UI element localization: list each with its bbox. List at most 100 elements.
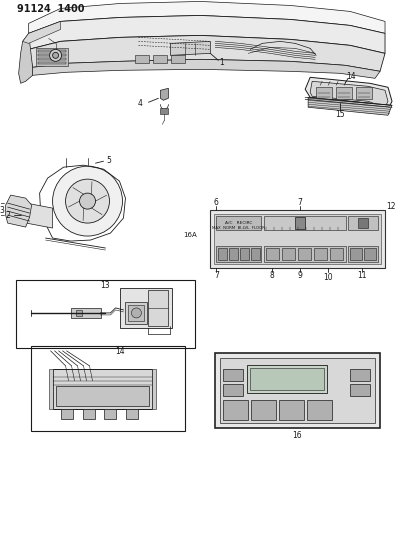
Text: A/C   RECIRC: A/C RECIRC	[225, 221, 252, 225]
Bar	[223, 384, 243, 396]
Text: 12: 12	[386, 201, 396, 211]
Text: 6: 6	[214, 198, 219, 207]
Polygon shape	[33, 59, 380, 78]
Bar	[215, 353, 380, 427]
Bar	[55, 386, 149, 406]
Bar	[251, 400, 276, 420]
Bar	[38, 54, 65, 56]
Bar	[250, 368, 324, 390]
Bar	[153, 55, 168, 63]
Bar	[229, 248, 238, 260]
Circle shape	[65, 179, 109, 223]
Text: 14: 14	[116, 348, 125, 357]
Bar	[264, 246, 346, 262]
Bar	[364, 248, 376, 260]
Bar	[61, 409, 73, 419]
Bar	[348, 216, 378, 230]
Bar	[240, 248, 249, 260]
Bar	[350, 248, 362, 260]
Bar	[330, 248, 343, 260]
Polygon shape	[160, 108, 168, 114]
Bar	[358, 218, 368, 228]
Text: 1: 1	[219, 58, 224, 67]
Bar	[295, 217, 305, 229]
Text: 11: 11	[358, 271, 367, 280]
Bar	[172, 55, 186, 63]
Polygon shape	[308, 98, 392, 115]
Bar	[251, 248, 260, 260]
Text: 91124  1400: 91124 1400	[17, 4, 84, 14]
Polygon shape	[29, 15, 385, 53]
Bar	[125, 302, 147, 324]
Bar	[148, 290, 168, 326]
Text: 10: 10	[323, 273, 333, 282]
Bar	[356, 87, 372, 99]
Bar	[38, 50, 65, 52]
Bar	[282, 248, 295, 260]
Polygon shape	[170, 42, 210, 55]
Bar	[120, 288, 172, 328]
Polygon shape	[305, 77, 392, 109]
Polygon shape	[19, 34, 33, 83]
Text: 16: 16	[292, 431, 302, 440]
Bar	[216, 246, 261, 262]
Bar	[16, 280, 196, 348]
Bar	[152, 369, 156, 409]
Bar	[36, 49, 67, 66]
Polygon shape	[6, 195, 32, 227]
Bar	[223, 369, 243, 381]
Bar	[247, 365, 327, 393]
Text: 5: 5	[106, 156, 111, 165]
Polygon shape	[29, 35, 385, 71]
Polygon shape	[29, 2, 385, 34]
Text: 8: 8	[270, 271, 275, 280]
Bar	[279, 400, 304, 420]
Bar	[135, 55, 149, 63]
Circle shape	[53, 52, 59, 58]
Text: 9: 9	[298, 271, 302, 280]
Bar	[71, 308, 101, 318]
Polygon shape	[310, 82, 388, 107]
Bar	[214, 214, 381, 264]
Polygon shape	[160, 88, 168, 100]
Circle shape	[49, 50, 61, 61]
Bar	[49, 369, 53, 409]
Bar	[316, 87, 332, 99]
Bar	[105, 409, 117, 419]
Bar	[266, 248, 279, 260]
Text: 14: 14	[346, 72, 356, 81]
Bar	[350, 369, 370, 381]
Bar	[126, 409, 138, 419]
Circle shape	[53, 166, 122, 236]
Text: 7: 7	[298, 198, 302, 207]
Bar	[298, 248, 311, 260]
Bar	[314, 248, 327, 260]
Text: 3: 3	[0, 206, 4, 215]
Circle shape	[131, 308, 141, 318]
Bar	[223, 400, 248, 420]
Bar	[128, 305, 144, 321]
Text: 4: 4	[138, 99, 143, 108]
Bar	[53, 369, 152, 409]
Text: 16A: 16A	[184, 232, 197, 238]
Bar	[218, 248, 227, 260]
Bar	[38, 58, 65, 60]
Bar	[336, 87, 352, 99]
Text: 2: 2	[5, 211, 10, 220]
Polygon shape	[23, 21, 61, 43]
Text: MAX  NORM  BI-LVL  FLOOR: MAX NORM BI-LVL FLOOR	[212, 226, 265, 230]
Bar	[348, 246, 378, 262]
Bar	[38, 62, 65, 64]
Bar	[31, 346, 186, 431]
Bar	[350, 384, 370, 396]
Polygon shape	[16, 201, 53, 228]
Bar	[210, 210, 385, 268]
Text: 15: 15	[335, 110, 345, 119]
Bar	[83, 409, 95, 419]
Bar	[264, 216, 346, 230]
Bar	[220, 358, 375, 423]
Text: 7: 7	[214, 271, 219, 280]
Bar	[307, 400, 332, 420]
Text: 13: 13	[101, 281, 110, 290]
Bar	[216, 216, 261, 230]
